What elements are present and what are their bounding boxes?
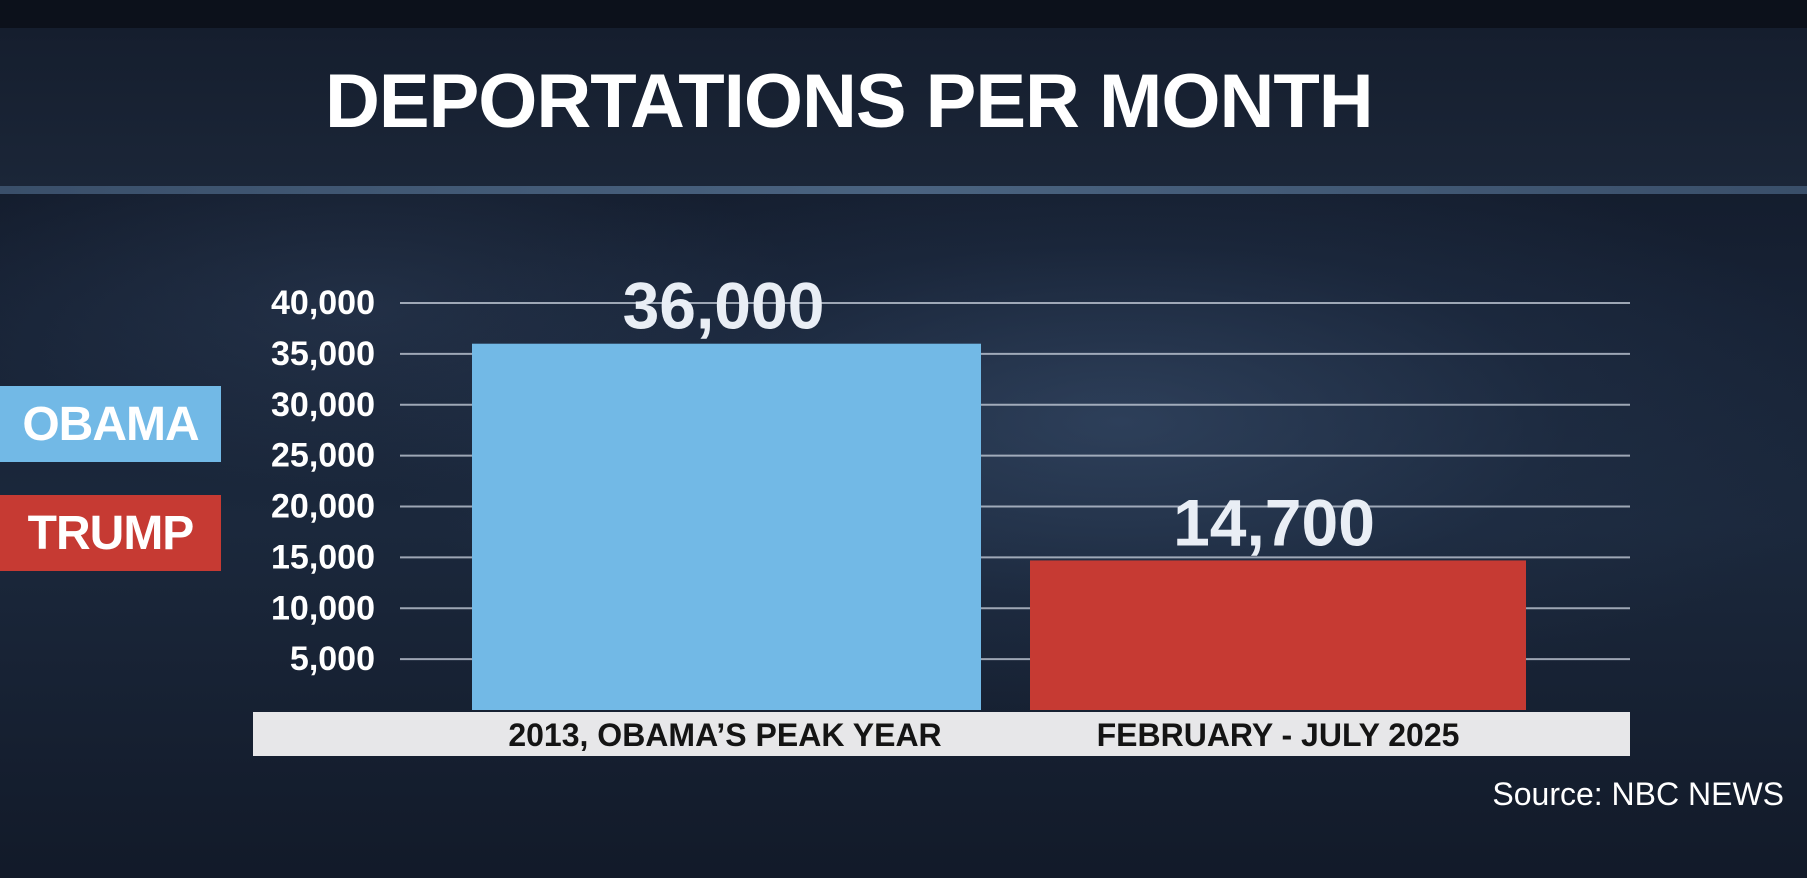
top-band [0, 0, 1807, 28]
title-band [0, 28, 1807, 188]
title-divider [0, 186, 1807, 194]
y-tick-label: 20,000 [271, 488, 375, 526]
source-credit: Source: NBC NEWS [1492, 776, 1784, 812]
bar-trump [1030, 560, 1526, 710]
y-tick-label: 40,000 [271, 284, 375, 322]
y-tick-label: 15,000 [271, 538, 375, 576]
y-tick-label: 5,000 [290, 640, 375, 678]
y-tick-label: 25,000 [271, 437, 375, 475]
legend-trump: TRUMP [0, 495, 221, 571]
bar-obama [472, 343, 981, 710]
legend-obama: OBAMA [0, 386, 221, 462]
x-category-label: 2013, OBAMA’S PEAK YEAR [508, 717, 941, 753]
y-tick-label: 10,000 [271, 589, 375, 627]
category-strip [253, 712, 1630, 756]
data-label: 14,700 [1173, 485, 1375, 559]
data-label: 36,000 [623, 269, 825, 343]
x-category-label: FEBRUARY - JULY 2025 [1097, 717, 1460, 753]
y-tick-label: 35,000 [271, 335, 375, 373]
y-tick-label: 30,000 [271, 386, 375, 424]
chart-title: DEPORTATIONS PER MONTH [325, 59, 1374, 144]
